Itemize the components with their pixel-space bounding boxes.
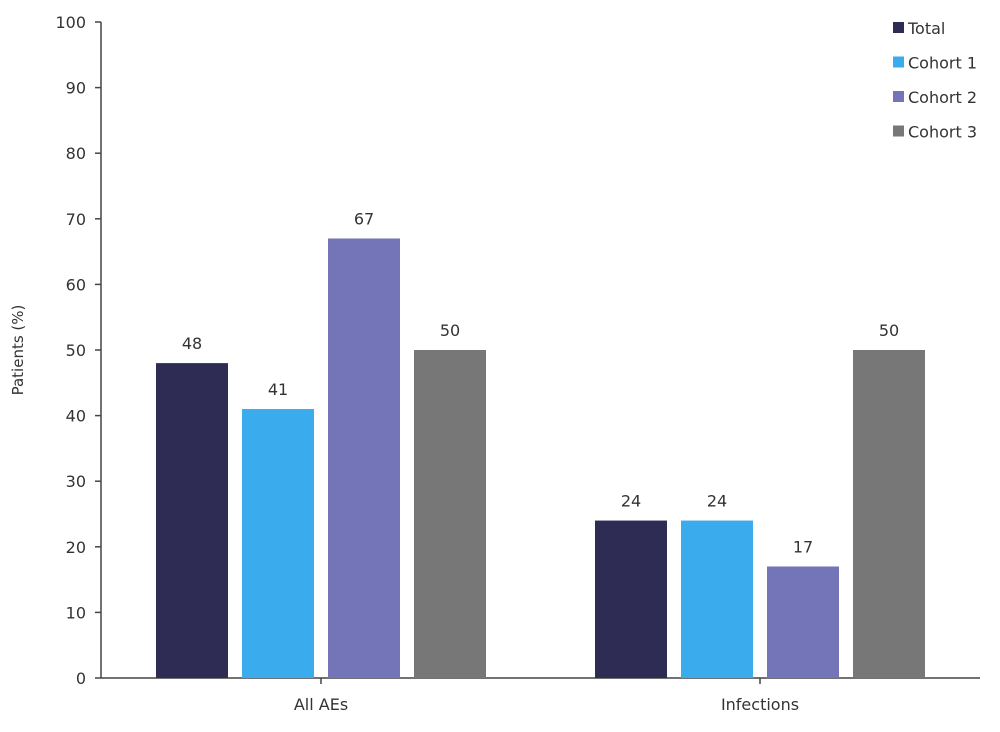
x-axis: All AEs Infections bbox=[101, 677, 980, 714]
y-tick-label: 10 bbox=[66, 603, 86, 622]
y-tick-label: 80 bbox=[66, 144, 86, 163]
legend-swatch bbox=[893, 91, 904, 102]
bars: 48 41 67 50 24 24 17 50 bbox=[156, 209, 925, 679]
y-tick-label: 30 bbox=[66, 472, 86, 491]
legend-label: Total bbox=[907, 19, 945, 38]
bar-cohort-2 bbox=[328, 238, 400, 679]
data-label: 50 bbox=[440, 321, 460, 340]
data-label: 41 bbox=[268, 380, 288, 399]
bar-cohort-1 bbox=[242, 409, 314, 678]
legend: Total Cohort 1 Cohort 2 Cohort 3 bbox=[893, 19, 977, 142]
legend-swatch bbox=[893, 56, 904, 68]
y-tick-label: 60 bbox=[66, 275, 86, 294]
legend-swatch bbox=[893, 22, 904, 33]
legend-swatch bbox=[893, 125, 904, 137]
y-tick-label: 20 bbox=[66, 538, 86, 557]
legend-label: Cohort 1 bbox=[908, 54, 977, 73]
y-tick-label: 0 bbox=[76, 669, 86, 688]
bar-cohort-2 bbox=[767, 566, 839, 678]
data-label: 17 bbox=[793, 537, 813, 556]
y-tick-label: 100 bbox=[55, 13, 86, 32]
y-axis-label: Patients (%) bbox=[9, 305, 27, 396]
bar-cohort-3 bbox=[414, 350, 486, 678]
data-label: 24 bbox=[621, 492, 641, 511]
legend-label: Cohort 3 bbox=[908, 123, 977, 142]
y-tick-label: 50 bbox=[66, 341, 86, 360]
x-tick-label: All AEs bbox=[294, 695, 348, 714]
bar-cohort-3 bbox=[853, 350, 925, 678]
legend-label: Cohort 2 bbox=[908, 88, 977, 107]
y-tick-label: 40 bbox=[66, 407, 86, 426]
bar-total bbox=[595, 520, 667, 678]
x-tick-label: Infections bbox=[721, 695, 799, 714]
y-tick-label: 70 bbox=[66, 210, 86, 229]
data-label: 48 bbox=[182, 334, 202, 353]
bar-cohort-1 bbox=[681, 520, 753, 678]
bar-total bbox=[156, 363, 228, 678]
y-tick-label: 90 bbox=[66, 79, 86, 98]
data-label: 24 bbox=[707, 492, 727, 511]
data-label: 50 bbox=[879, 321, 899, 340]
y-axis: 0 10 20 30 40 50 60 70 80 90 100 bbox=[55, 13, 102, 688]
data-label: 67 bbox=[354, 209, 374, 228]
